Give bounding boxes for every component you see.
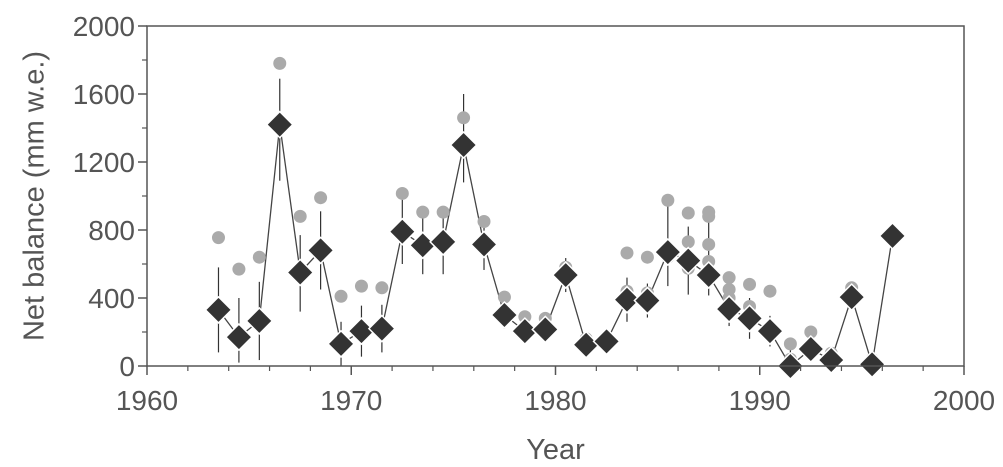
diamond-point xyxy=(572,330,601,359)
circle-point xyxy=(661,193,675,207)
circle-point xyxy=(395,186,409,200)
diamond-point xyxy=(388,217,417,246)
circle-point xyxy=(477,215,491,228)
circle-point xyxy=(273,56,287,70)
circle-point xyxy=(743,277,757,291)
circle-point xyxy=(211,231,225,245)
circle-point xyxy=(722,271,736,285)
axes-layer xyxy=(138,25,965,375)
diamond-point xyxy=(367,314,396,343)
diamond-point xyxy=(449,130,478,160)
y-tick-label: 1200 xyxy=(73,147,135,178)
diamond-point xyxy=(694,260,723,290)
circle-point xyxy=(763,284,777,298)
circle-point xyxy=(640,250,654,264)
diamond-point xyxy=(653,238,682,267)
circle-point xyxy=(518,310,532,324)
x-tick-label: 2000 xyxy=(933,385,995,416)
diamond-point xyxy=(531,315,560,344)
plot-frame xyxy=(146,25,965,367)
circle-point xyxy=(804,325,818,339)
diamond-point xyxy=(224,323,253,352)
x-tick-label: 1990 xyxy=(729,385,791,416)
diamond-point xyxy=(735,304,764,333)
circle-point xyxy=(293,209,307,223)
circle-point xyxy=(354,279,368,293)
circle-point xyxy=(783,337,797,351)
diamond-markers-layer xyxy=(204,110,907,381)
circle-point xyxy=(416,205,430,219)
diamond-point xyxy=(286,258,315,287)
y-axis-title: Net balance (mm w.e.) xyxy=(19,51,51,341)
diamond-point xyxy=(858,350,887,379)
x-tick-label: 1970 xyxy=(320,385,382,416)
circle-point xyxy=(620,246,634,260)
diamond-point xyxy=(245,306,274,336)
diamond-point xyxy=(674,246,703,275)
series-line xyxy=(217,124,894,367)
diamond-point xyxy=(408,231,437,260)
y-tick-label: 0 xyxy=(119,351,135,382)
y-tick-label: 1600 xyxy=(73,79,135,110)
circle-point xyxy=(375,281,389,295)
x-tick-label: 1980 xyxy=(524,385,586,416)
y-tick-label: 800 xyxy=(88,215,135,246)
x-axis-title: Year xyxy=(526,434,585,466)
diamond-point xyxy=(265,110,294,139)
diamond-point xyxy=(592,327,621,356)
y-tick-label: 2000 xyxy=(73,11,135,42)
diamond-point xyxy=(510,317,539,346)
circle-point xyxy=(497,290,511,304)
diamond-point xyxy=(796,334,825,364)
diamond-point xyxy=(469,230,499,259)
diamond-point xyxy=(326,329,356,358)
diamond-point xyxy=(715,294,744,324)
circle-point xyxy=(334,289,348,303)
diamond-point xyxy=(612,285,642,314)
diamond-point xyxy=(837,283,866,312)
diamond-point xyxy=(633,286,662,315)
diamond-point xyxy=(429,227,458,256)
diamond-point xyxy=(204,295,233,324)
diamond-point xyxy=(551,260,580,290)
diamond-point xyxy=(306,236,335,265)
circle-point xyxy=(252,250,266,264)
x-tick-label: 1960 xyxy=(116,385,178,416)
diamond-point xyxy=(490,300,519,330)
circle-markers-layer xyxy=(211,56,900,366)
circle-point xyxy=(702,237,716,251)
circle-point xyxy=(232,262,246,276)
tick-labels-layer: 1960 1970 1980 1990 2000 0 400 800 1200 1600 2000 xyxy=(73,11,995,416)
circle-point xyxy=(681,206,695,220)
circle-point xyxy=(702,209,716,223)
circle-point xyxy=(436,205,450,219)
circle-point xyxy=(681,235,695,249)
diamond-point xyxy=(755,317,785,346)
circle-point xyxy=(457,111,471,125)
diamond-point xyxy=(878,221,907,251)
circle-point xyxy=(314,191,328,205)
y-tick-label: 400 xyxy=(88,283,135,314)
connector-line-layer xyxy=(217,124,894,367)
